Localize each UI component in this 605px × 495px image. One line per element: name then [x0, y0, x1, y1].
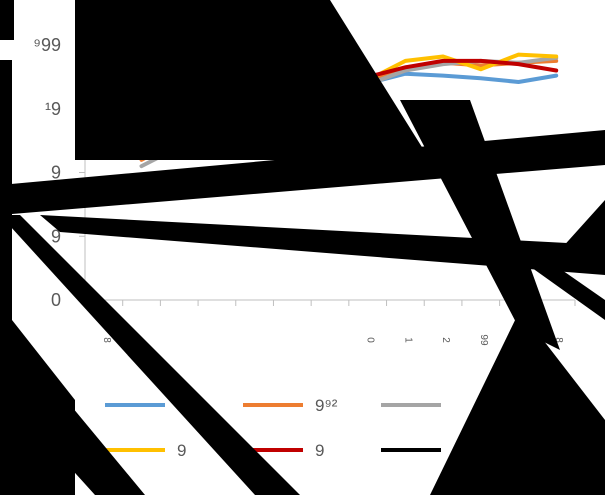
legend-label: 9 [177, 441, 186, 460]
x-tick-label: 1 [402, 337, 413, 343]
x-tick-label: 8 [101, 337, 112, 343]
x-tick-label: 8 [553, 337, 564, 343]
x-tick-labels: 8 0 1 2 99 8 [101, 334, 564, 346]
x-tick-label: 99 [478, 334, 489, 346]
legend-label: 9 [315, 441, 324, 460]
y-tick-label: 0 [51, 290, 61, 310]
y-tick-label: 9 [51, 226, 61, 246]
y-tick-label: 9 [51, 163, 61, 183]
series-line [365, 58, 559, 79]
y-tick-label: ¹9 [45, 99, 61, 119]
y-tick-labels: 0 9 9 ¹9 ⁹99 [33, 35, 61, 310]
legend-label: 9⁹² [315, 396, 338, 415]
legend: 9⁹¹9⁹²99 [105, 396, 441, 460]
x-tick-label: 0 [365, 337, 376, 343]
y-tick-label: ⁹99 [33, 35, 61, 55]
x-tick-label: 2 [440, 337, 451, 343]
